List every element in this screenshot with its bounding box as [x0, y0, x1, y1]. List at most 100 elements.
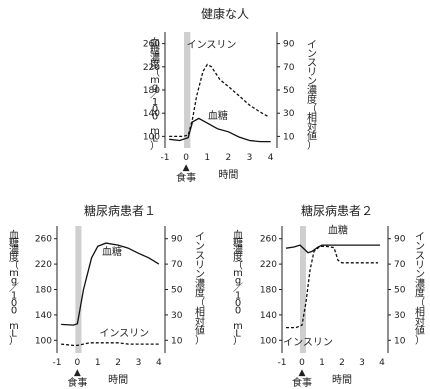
y-left-axis-label-char: 1	[152, 97, 158, 108]
y-right-tick-label: 90	[394, 235, 406, 245]
y-left-axis-label-char: 糖	[233, 236, 243, 249]
chart-title: 糖尿病患者２	[301, 203, 373, 218]
y-left-tick-label: 100	[143, 132, 160, 142]
series-line-insulin	[286, 245, 378, 329]
y-right-tick-label: 70	[283, 63, 295, 73]
y-right-axis-label-char: 対	[307, 120, 317, 133]
x-tick-label: 0	[183, 153, 189, 163]
y-right-tick-label: 10	[394, 336, 406, 346]
y-left-axis-label-char: 糖	[9, 236, 19, 249]
y-left-axis-label-char: 濃	[233, 243, 243, 256]
y-left-axis-label-char: 度	[150, 58, 160, 71]
y-left-tick-label: 220	[143, 63, 160, 73]
series-label: インスリン	[187, 40, 237, 51]
y-left-axis-label-char: g	[152, 82, 158, 93]
y-left-axis-label-char: L	[152, 134, 158, 145]
y-left-axis-label-char: 度	[233, 251, 243, 264]
y-left-axis-label-char: （	[150, 67, 160, 79]
y-right-axis-label-char: 値	[195, 324, 205, 337]
meal-marker: ▲	[299, 368, 306, 378]
y-right-axis-label-char: 相	[195, 305, 205, 318]
y-right-tick-label: 50	[171, 286, 183, 296]
y-left-axis-label-char: g	[11, 276, 17, 287]
panel-3: 糖尿病患者２ -1 0 1 2 3 4 100 140 180 220 260 10 30 50 70 90 ▲食…	[260, 203, 406, 389]
y-left-axis-label-char: 糖	[150, 44, 160, 57]
x-tick-label: 4	[379, 358, 385, 368]
y-right-axis-label-char: イ	[415, 232, 425, 243]
y-left-tick-label: 260	[260, 235, 277, 245]
y-left-axis-label-char: 0	[235, 298, 241, 309]
y-left-axis-label-char: 0	[152, 112, 158, 123]
series-label: 血糖	[102, 245, 122, 258]
x-tick-label: 0	[299, 358, 305, 368]
meal-label: 食事	[292, 376, 312, 389]
chart-title: 健康な人	[201, 6, 249, 21]
x-tick-label: 3	[359, 358, 365, 368]
y-left-axis-label-char: m	[150, 126, 160, 137]
y-right-axis-label-char: ン	[415, 241, 425, 252]
x-axis-label: 時間	[218, 169, 238, 181]
y-right-axis-label-char: （	[195, 297, 205, 309]
y-right-tick-label: 50	[283, 86, 295, 96]
y-right-axis-label-char: 対	[195, 315, 205, 328]
y-right-axis-label-char: ）	[415, 335, 425, 347]
series-line-blood-glucose	[61, 242, 160, 326]
y-right-tick-label: 10	[283, 132, 295, 142]
y-left-tick-label: 180	[35, 286, 52, 296]
series-label: インスリン	[283, 337, 333, 348]
y-left-axis-label-char: 濃	[150, 51, 160, 64]
y-left-tick-label: 180	[143, 86, 160, 96]
meal-label: 食事	[67, 376, 87, 389]
panel-2: 糖尿病患者１ -1 0 1 2 3 4 100 140 180 220 260 10 30 50 70 90 ▲食…	[35, 203, 183, 389]
y-left-axis-label-char: m	[150, 75, 160, 86]
y-right-axis-label-char: 度	[195, 287, 205, 300]
y-right-axis-label-char: ス	[307, 58, 317, 69]
x-tick-label: 1	[204, 153, 210, 163]
y-left-axis-label-char: 血	[9, 228, 19, 241]
x-tick-label: 1	[319, 358, 325, 368]
y-left-axis-label-char: 0	[152, 104, 158, 115]
y-left-axis-label-char: L	[235, 328, 241, 339]
y-right-axis-label-char: ン	[415, 270, 425, 281]
y-right-tick-label: 70	[171, 260, 183, 270]
x-tick-label: 2	[226, 153, 232, 163]
y-right-axis-label-char: ン	[195, 241, 205, 252]
meal-label: 食事	[176, 171, 196, 184]
y-right-tick-label: 30	[283, 109, 295, 119]
y-left-tick-label: 100	[35, 336, 52, 346]
y-right-tick-label: 90	[171, 235, 183, 245]
y-right-axis-label-char: 濃	[307, 84, 317, 97]
y-left-axis-label-char: 1	[11, 291, 17, 302]
y-right-axis-label-char: イ	[307, 40, 317, 51]
x-tick-label: 3	[136, 358, 142, 368]
y-right-axis-label-char: ）	[195, 335, 205, 347]
x-tick-label: -1	[53, 358, 62, 368]
x-axis-label: 時間	[332, 374, 352, 386]
y-right-axis-label-char: 対	[415, 315, 425, 328]
y-left-axis-label-char: ／	[9, 282, 19, 294]
y-left-tick-label: 140	[260, 311, 277, 321]
y-right-axis-label-char: ス	[195, 251, 205, 262]
y-right-axis-label-char: ス	[415, 251, 425, 262]
y-right-axis-label-char: （	[307, 103, 317, 115]
y-right-axis-label-char: 値	[307, 129, 317, 142]
y-left-axis-label-char: m	[233, 268, 243, 279]
y-left-axis-label-char: （	[233, 260, 243, 272]
meal-marker: ▲	[74, 368, 81, 378]
x-tick-label: 0	[75, 358, 81, 368]
y-left-axis-label-char: g	[235, 276, 241, 287]
series-line-blood-glucose	[285, 244, 380, 254]
meal-band	[75, 226, 82, 353]
y-right-axis-label-char: 濃	[415, 277, 425, 290]
y-right-axis-label-char: 度	[307, 93, 317, 106]
x-tick-label: 3	[247, 153, 253, 163]
x-axis-label: 時間	[108, 374, 128, 386]
y-right-tick-label: 30	[171, 311, 183, 321]
y-left-tick-label: 180	[260, 286, 277, 296]
y-right-axis-label-char: 相	[415, 305, 425, 318]
panel-1: 健康な人-1 0 1 2 3 41001401802202601030507090▲食事時…	[143, 6, 295, 184]
